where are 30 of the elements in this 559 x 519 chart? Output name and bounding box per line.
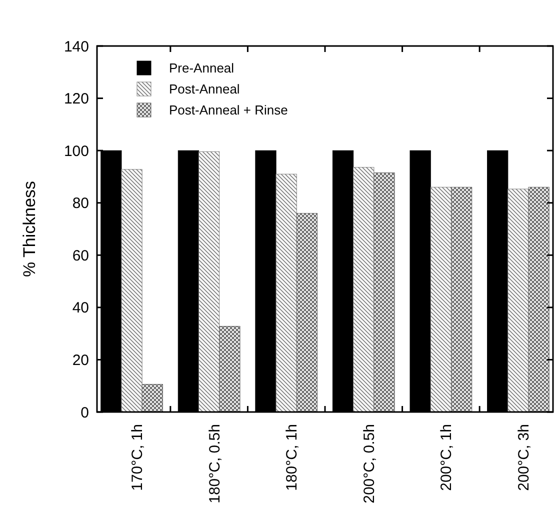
x-tick-label: 200°C, 3h: [515, 424, 532, 491]
x-tick-label: 200°C, 1h: [438, 424, 456, 491]
y-tick-label: 0: [80, 404, 89, 422]
legend-label: Post-Anneal + Rinse: [169, 102, 288, 118]
x-tick-label: 200°C, 0.5h: [360, 424, 378, 504]
legend-label: Post-Anneal: [169, 82, 240, 97]
bar: [121, 169, 142, 412]
y-tick-label: 80: [72, 195, 89, 212]
x-tick-label: 170°C, 1h: [129, 424, 146, 491]
bar: [296, 213, 318, 412]
bar: [276, 174, 297, 412]
y-tick-label: 20: [72, 352, 89, 369]
bar: [508, 188, 529, 412]
y-tick-label: 60: [72, 247, 89, 264]
bar: [142, 384, 163, 412]
y-axis-title: % Thickness: [20, 180, 39, 278]
x-tick-label: 180°C, 0.5h: [206, 424, 224, 504]
bar: [219, 326, 240, 412]
bar: [430, 186, 452, 412]
legend-label: Pre-Anneal: [169, 60, 234, 76]
x-tick-label: 180°C, 1h: [284, 424, 301, 491]
y-tick-label: 40: [72, 300, 89, 317]
y-tick-label: 140: [64, 38, 89, 56]
y-tick-label: 120: [64, 90, 89, 108]
y-tick-label: 100: [64, 142, 89, 160]
bar: [374, 172, 395, 412]
bar: [198, 151, 220, 412]
bar: [353, 167, 374, 412]
bar: [450, 186, 472, 412]
bar: [528, 186, 550, 412]
